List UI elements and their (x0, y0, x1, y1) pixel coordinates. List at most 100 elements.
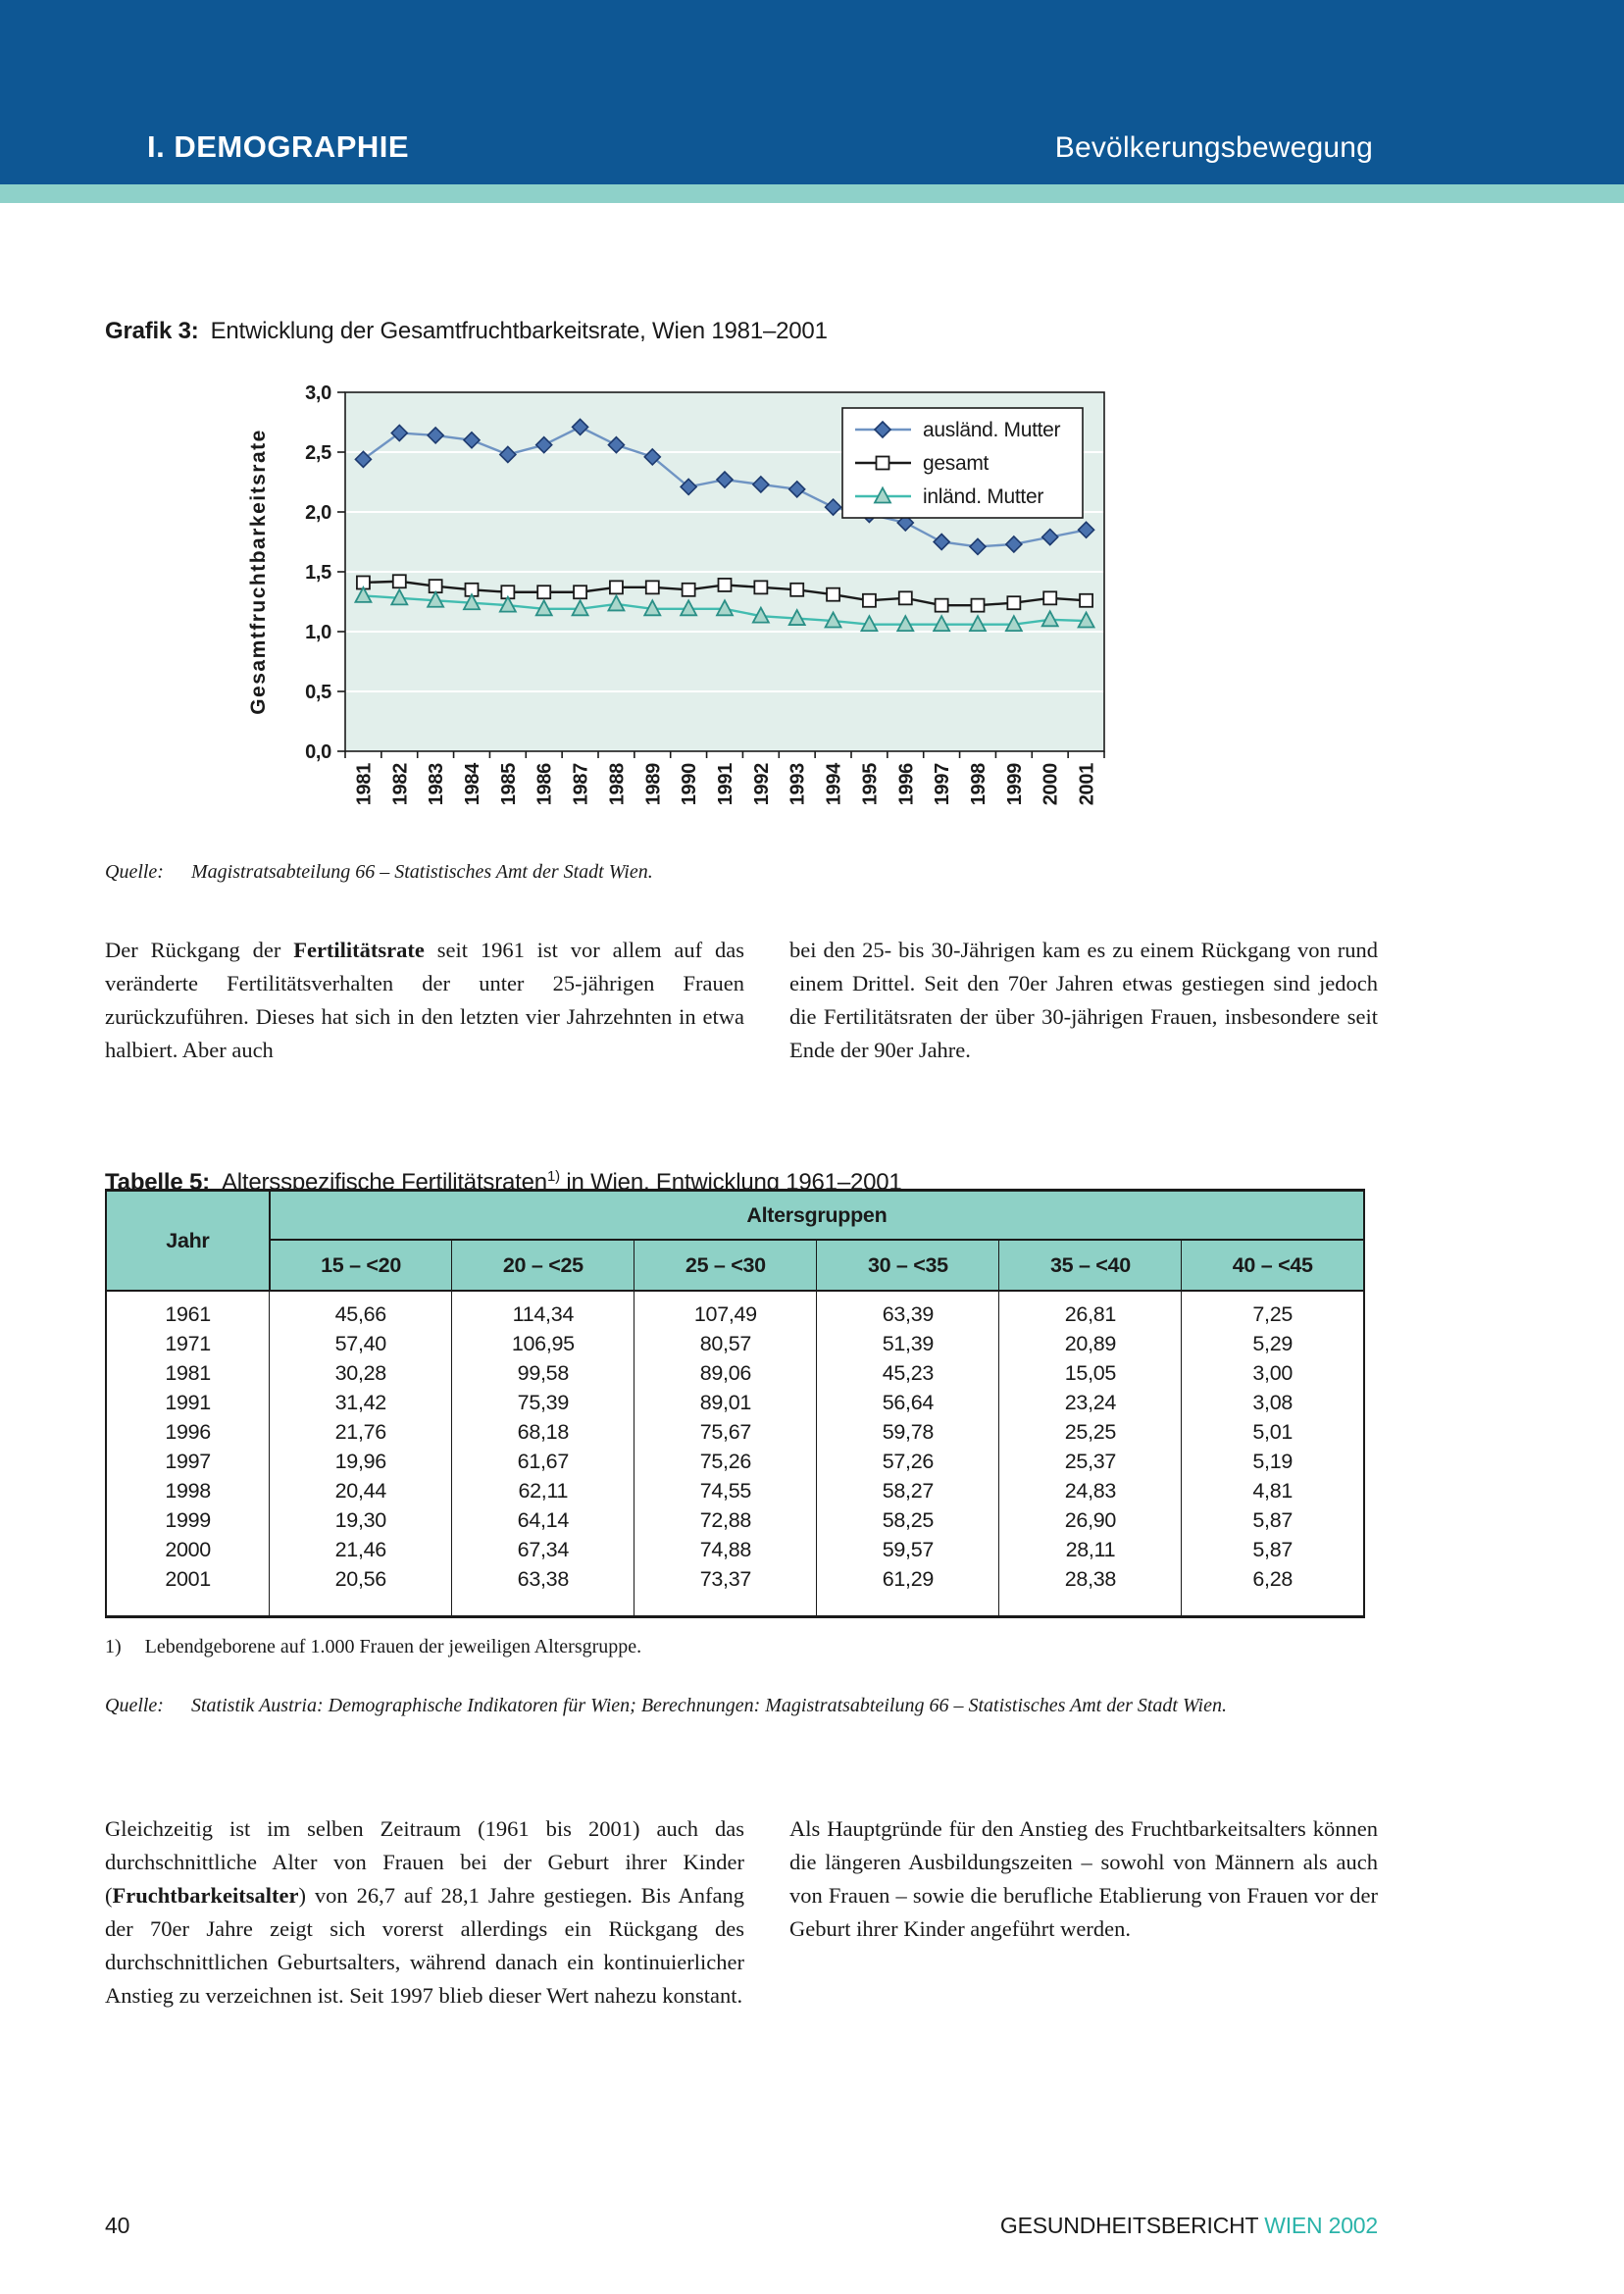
y-tick-label: 0,5 (305, 682, 331, 703)
diamond-marker (354, 450, 373, 469)
legend-entry-label: inländ. Mutter (923, 485, 1043, 508)
square-marker (897, 590, 913, 606)
square-marker (753, 580, 769, 595)
column-header-age-group: 35 – <40 (998, 1240, 1182, 1292)
paragraph-text: seit 1961 ist vor allem auf das veränder… (105, 938, 744, 1062)
table-row: 2000 21,46 67,34 74,88 59,57 28,11 5,87 (106, 1535, 1364, 1564)
table-cell: 59,78 (816, 1417, 999, 1447)
page-header-band: I. DEMOGRAPHIE Bevölkerungsbewegung (0, 0, 1624, 184)
report-title-text: GESUNDHEITSBERICHT (999, 2213, 1265, 2238)
table-cell: 20,89 (998, 1329, 1182, 1358)
x-tick-label: 1993 (787, 763, 809, 805)
x-tick-label: 1986 (534, 763, 556, 805)
column-group-header-altersgruppen: Altersgruppen (269, 1190, 1364, 1241)
diamond-marker (498, 445, 517, 464)
table-cell: 67,34 (451, 1535, 634, 1564)
triangle-marker (715, 598, 735, 617)
diamond-marker (824, 497, 842, 517)
table-caption: Tabelle 5: Altersspezifische Fertilitätsr… (105, 1169, 902, 1197)
table-source-label: Quelle: (105, 1695, 164, 1716)
table-cell: 75,39 (451, 1388, 634, 1417)
square-marker (1079, 592, 1093, 608)
table-cell: 25,37 (998, 1447, 1182, 1476)
paragraph-fertility-decline-cont: bei den 25- bis 30-Jährigen kam es zu ei… (789, 938, 1378, 1062)
triangle-marker (787, 608, 807, 626)
table-cell: 28,11 (998, 1535, 1182, 1564)
footnote-text: Lebendgeborene auf 1.000 Frauen der jewe… (144, 1636, 642, 1657)
table-row: 1991 31,42 75,39 89,01 56,64 23,24 3,08 (106, 1388, 1364, 1417)
table-cell: 80,57 (634, 1329, 817, 1358)
x-tick-label: 1984 (462, 762, 483, 805)
table-cell: 20,44 (269, 1476, 452, 1505)
triangle-marker (462, 592, 482, 611)
table-cell: 89,01 (634, 1388, 817, 1417)
age-specific-fertility-table: Jahr Altersgruppen 15 – <20 20 – <25 25 … (105, 1189, 1365, 1618)
table-cell: 74,88 (634, 1535, 817, 1564)
square-marker (717, 578, 733, 592)
table-row: 1998 20,44 62,11 74,55 58,27 24,83 4,81 (106, 1476, 1364, 1505)
table-row: 1999 19,30 64,14 72,88 58,25 26,90 5,87 (106, 1505, 1364, 1535)
fertility-rate-chart-container: 0,0 0,5 1,0 1,5 2,0 2,5 3,0 1981 1982 1983 1984 198… (235, 369, 1118, 830)
column-header-jahr: Jahr (106, 1190, 271, 1292)
y-tick-label: 3,0 (305, 382, 331, 404)
table-cell: 45,23 (816, 1358, 999, 1388)
x-tick-label: 1983 (426, 763, 447, 805)
body-text-block-1: Der Rückgang der Fertilitätsrate seit 19… (105, 934, 1378, 1067)
table-cell: 19,96 (269, 1447, 452, 1476)
table-cell: 74,55 (634, 1476, 817, 1505)
table-cell: 114,34 (451, 1291, 634, 1329)
diamond-marker (571, 418, 589, 436)
triangle-marker (751, 605, 771, 624)
header-accent-strip (0, 184, 1624, 203)
triangle-marker (1004, 614, 1024, 633)
triangle-marker (873, 485, 892, 504)
table-cell: 24,83 (998, 1476, 1182, 1505)
table-cell: 73,37 (634, 1564, 817, 1617)
square-marker (875, 455, 890, 471)
paragraph-text: Der Rückgang der (105, 938, 294, 962)
table-cell: 68,18 (451, 1417, 634, 1447)
table-cell: 57,26 (816, 1447, 999, 1476)
table-cell: 1996 (165, 1419, 211, 1444)
table-cell: 5,87 (1181, 1535, 1364, 1564)
triangle-marker (968, 614, 988, 633)
table-cell: 45,66 (269, 1291, 452, 1329)
square-marker (862, 592, 877, 608)
table-title-footnote-marker: 1) (546, 1168, 560, 1185)
table-cell: 72,88 (634, 1505, 817, 1535)
triangle-marker (498, 594, 518, 613)
triangle-marker (571, 598, 590, 617)
triangle-marker (534, 598, 554, 617)
report-title-highlight: WIEN 2002 (1264, 2213, 1378, 2238)
table-source-text: Statistik Austria: Demographische Indika… (190, 1695, 1227, 1716)
table-row: 2001 20,56 63,38 73,37 61,29 28,38 6,28 (106, 1564, 1364, 1617)
table-cell: 89,06 (634, 1358, 817, 1388)
table-cell: 57,40 (269, 1329, 452, 1358)
table-cell: 63,39 (816, 1291, 999, 1329)
y-tick-label: 2,5 (305, 442, 331, 464)
x-tick-label: 2000 (1040, 763, 1062, 805)
table-cell: 21,46 (269, 1535, 452, 1564)
table-cell: 58,27 (816, 1476, 999, 1505)
square-marker (826, 586, 840, 602)
triangle-marker (426, 589, 445, 608)
table-row: 1961 45,66 114,34 107,49 63,39 26,81 7,25 (106, 1291, 1364, 1329)
table-cell: 107,49 (634, 1291, 817, 1329)
triangle-marker (1077, 610, 1096, 629)
table-cell: 5,29 (1181, 1329, 1364, 1358)
table-cell: 56,64 (816, 1388, 999, 1417)
table-cell: 61,67 (451, 1447, 634, 1476)
chapter-number-title: I. DEMOGRAPHIE (147, 129, 410, 164)
x-tick-label: 1981 (353, 763, 375, 805)
table-cell: 51,39 (816, 1329, 999, 1358)
triangle-marker (389, 587, 409, 606)
paragraph-bold-term: Fertilitätsrate (293, 938, 425, 962)
table-cell: 3,00 (1181, 1358, 1364, 1388)
table-cell: 1997 (165, 1449, 211, 1473)
triangle-marker (679, 598, 698, 617)
table-cell: 1961 (165, 1301, 211, 1326)
diamond-marker (534, 435, 553, 454)
table-cell: 1971 (165, 1331, 211, 1355)
paragraph-fertility-decline: Der Rückgang der Fertilitätsrate seit 19… (105, 934, 744, 1067)
y-tick-label: 1,0 (305, 622, 331, 643)
